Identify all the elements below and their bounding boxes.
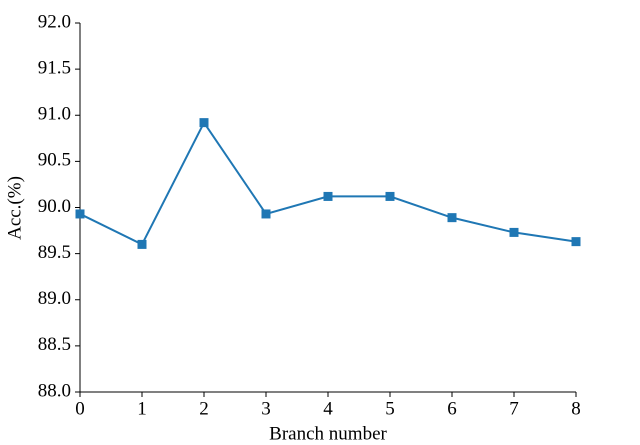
y-tick-label: 88.5 (38, 334, 71, 355)
y-tick-label: 92.0 (38, 11, 71, 32)
y-tick-label: 89.5 (38, 242, 71, 263)
x-tick-label: 6 (447, 398, 457, 419)
line (79, 120, 577, 246)
x-tick-label: 7 (509, 398, 519, 419)
x-tick-label: 8 (571, 398, 581, 419)
marker (261, 209, 271, 219)
marker (137, 239, 147, 249)
marker (75, 209, 85, 219)
x-tick-label: 3 (261, 398, 271, 419)
marker (509, 227, 519, 237)
y-tick-label: 91.0 (38, 104, 71, 125)
y-tick-label: 90.0 (38, 196, 71, 217)
y-tick-label: 90.5 (38, 150, 71, 171)
y-tick-label: 88.0 (38, 380, 71, 401)
marker (385, 191, 395, 201)
marker (199, 118, 209, 128)
x-axis-label: Branch number (269, 423, 387, 444)
x-tick-label: 2 (199, 398, 209, 419)
x-tick-label: 4 (323, 398, 333, 419)
x-tick-label: 5 (385, 398, 395, 419)
y-tick-label: 91.5 (38, 57, 71, 78)
marker (447, 213, 457, 223)
marker (571, 237, 581, 247)
marker (323, 191, 333, 201)
y-tick-label: 89.0 (38, 288, 71, 309)
y-axis-label: Acc.(%) (4, 176, 25, 240)
x-tick-label: 0 (75, 398, 85, 419)
x-tick-label: 1 (137, 398, 147, 419)
